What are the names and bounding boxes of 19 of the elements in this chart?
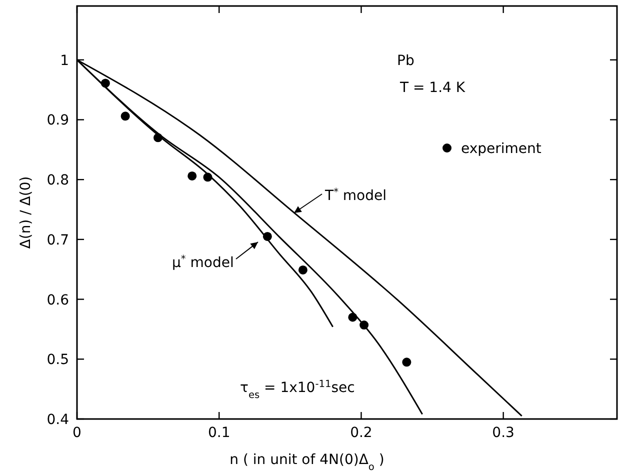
y-tick-label: 0.6 <box>46 292 70 308</box>
x-tick-label: 0 <box>72 425 82 441</box>
y-tick-label: 0.8 <box>46 172 69 189</box>
y-tick-label: 0.4 <box>46 412 70 428</box>
legend-label: T$^{*}$ model <box>324 186 387 204</box>
y-axis-title: Δ(n) / Δ(0) <box>18 176 34 249</box>
annotation: Pb <box>397 53 414 69</box>
y-tick-label: 0.5 <box>46 352 69 368</box>
x-tick-label: 0.1 <box>208 425 230 441</box>
x-axis-title: n ( in unit of 4N(0)Δ$_{o}$ ) <box>230 452 384 472</box>
text: μ$^{*}$ model <box>172 254 234 271</box>
y-tick-label: 0.7 <box>46 232 69 248</box>
x-tick-label: 0.2 <box>350 425 372 441</box>
annotation: τ$_{es}$ = 1x10$^{-11}$sec <box>240 378 355 400</box>
annotation: T = 1.4 K <box>399 80 466 96</box>
x-tick-label: 0.3 <box>492 425 514 441</box>
y-tick-label: 1 <box>60 52 69 69</box>
legend-label: experiment <box>461 141 542 157</box>
y-tick-label: 0.9 <box>46 112 69 129</box>
